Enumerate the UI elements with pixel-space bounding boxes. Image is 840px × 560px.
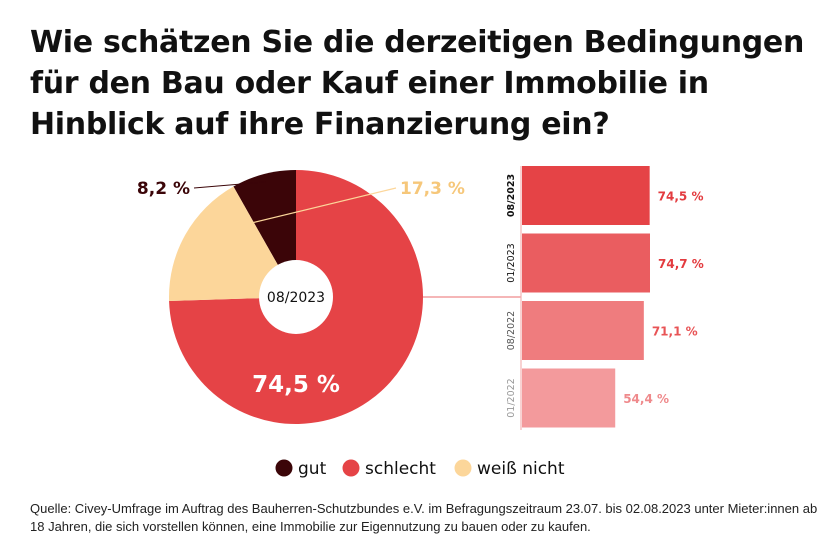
- chart-title: Wie schätzen Sie die derzeitigen Bedingu…: [30, 25, 805, 142]
- bar-01-2022: [522, 368, 616, 428]
- bar-label-01-2022: 54,4 %: [623, 392, 669, 406]
- legend-swatch-gut: [275, 459, 293, 477]
- legend-swatch-weiss-nicht: [454, 459, 472, 477]
- bar-label-08-2022: 71,1 %: [652, 325, 698, 339]
- bar-08-2022: [522, 301, 644, 360]
- pie-slice-weiss-nicht: [168, 186, 296, 301]
- bar-label-08-2023: 74,5 %: [658, 190, 704, 204]
- donut-hole: [259, 260, 333, 334]
- source-note: Quelle: Civey-Umfrage im Auftrag des Bau…: [30, 501, 818, 534]
- chart-area: 08/2023 8,2 % 17,3 % 74,5 % 74,5 % 08/2023 74,…: [137, 166, 704, 479]
- legend-label-schlecht: schlecht: [365, 459, 436, 479]
- slice-label-gut: 8,2 %: [137, 179, 190, 199]
- bar-label-01-2023: 74,7 %: [658, 257, 704, 271]
- leader-line-gut: [193, 181, 266, 189]
- legend-swatch-schlecht: [342, 459, 360, 477]
- bar-08-2023: [522, 166, 650, 225]
- legend-label-gut: gut: [298, 459, 327, 479]
- bar-category-08-2023: 08/2023: [506, 174, 517, 217]
- bar-category-01-2022: 01/2022: [506, 378, 517, 417]
- slice-label-weiss-nicht: 17,3 %: [400, 179, 465, 199]
- bar-category-01-2023: 01/2023: [506, 243, 517, 282]
- donut-center-label: 08/2023: [267, 290, 325, 306]
- bar-01-2023: [522, 233, 650, 293]
- bar-category-08-2022: 08/2022: [506, 311, 517, 350]
- legend-label-weiss-nicht: weiß nicht: [477, 459, 565, 479]
- slice-label-schlecht: 74,5 %: [252, 372, 340, 398]
- leader-line-weiss-nicht: [190, 187, 397, 239]
